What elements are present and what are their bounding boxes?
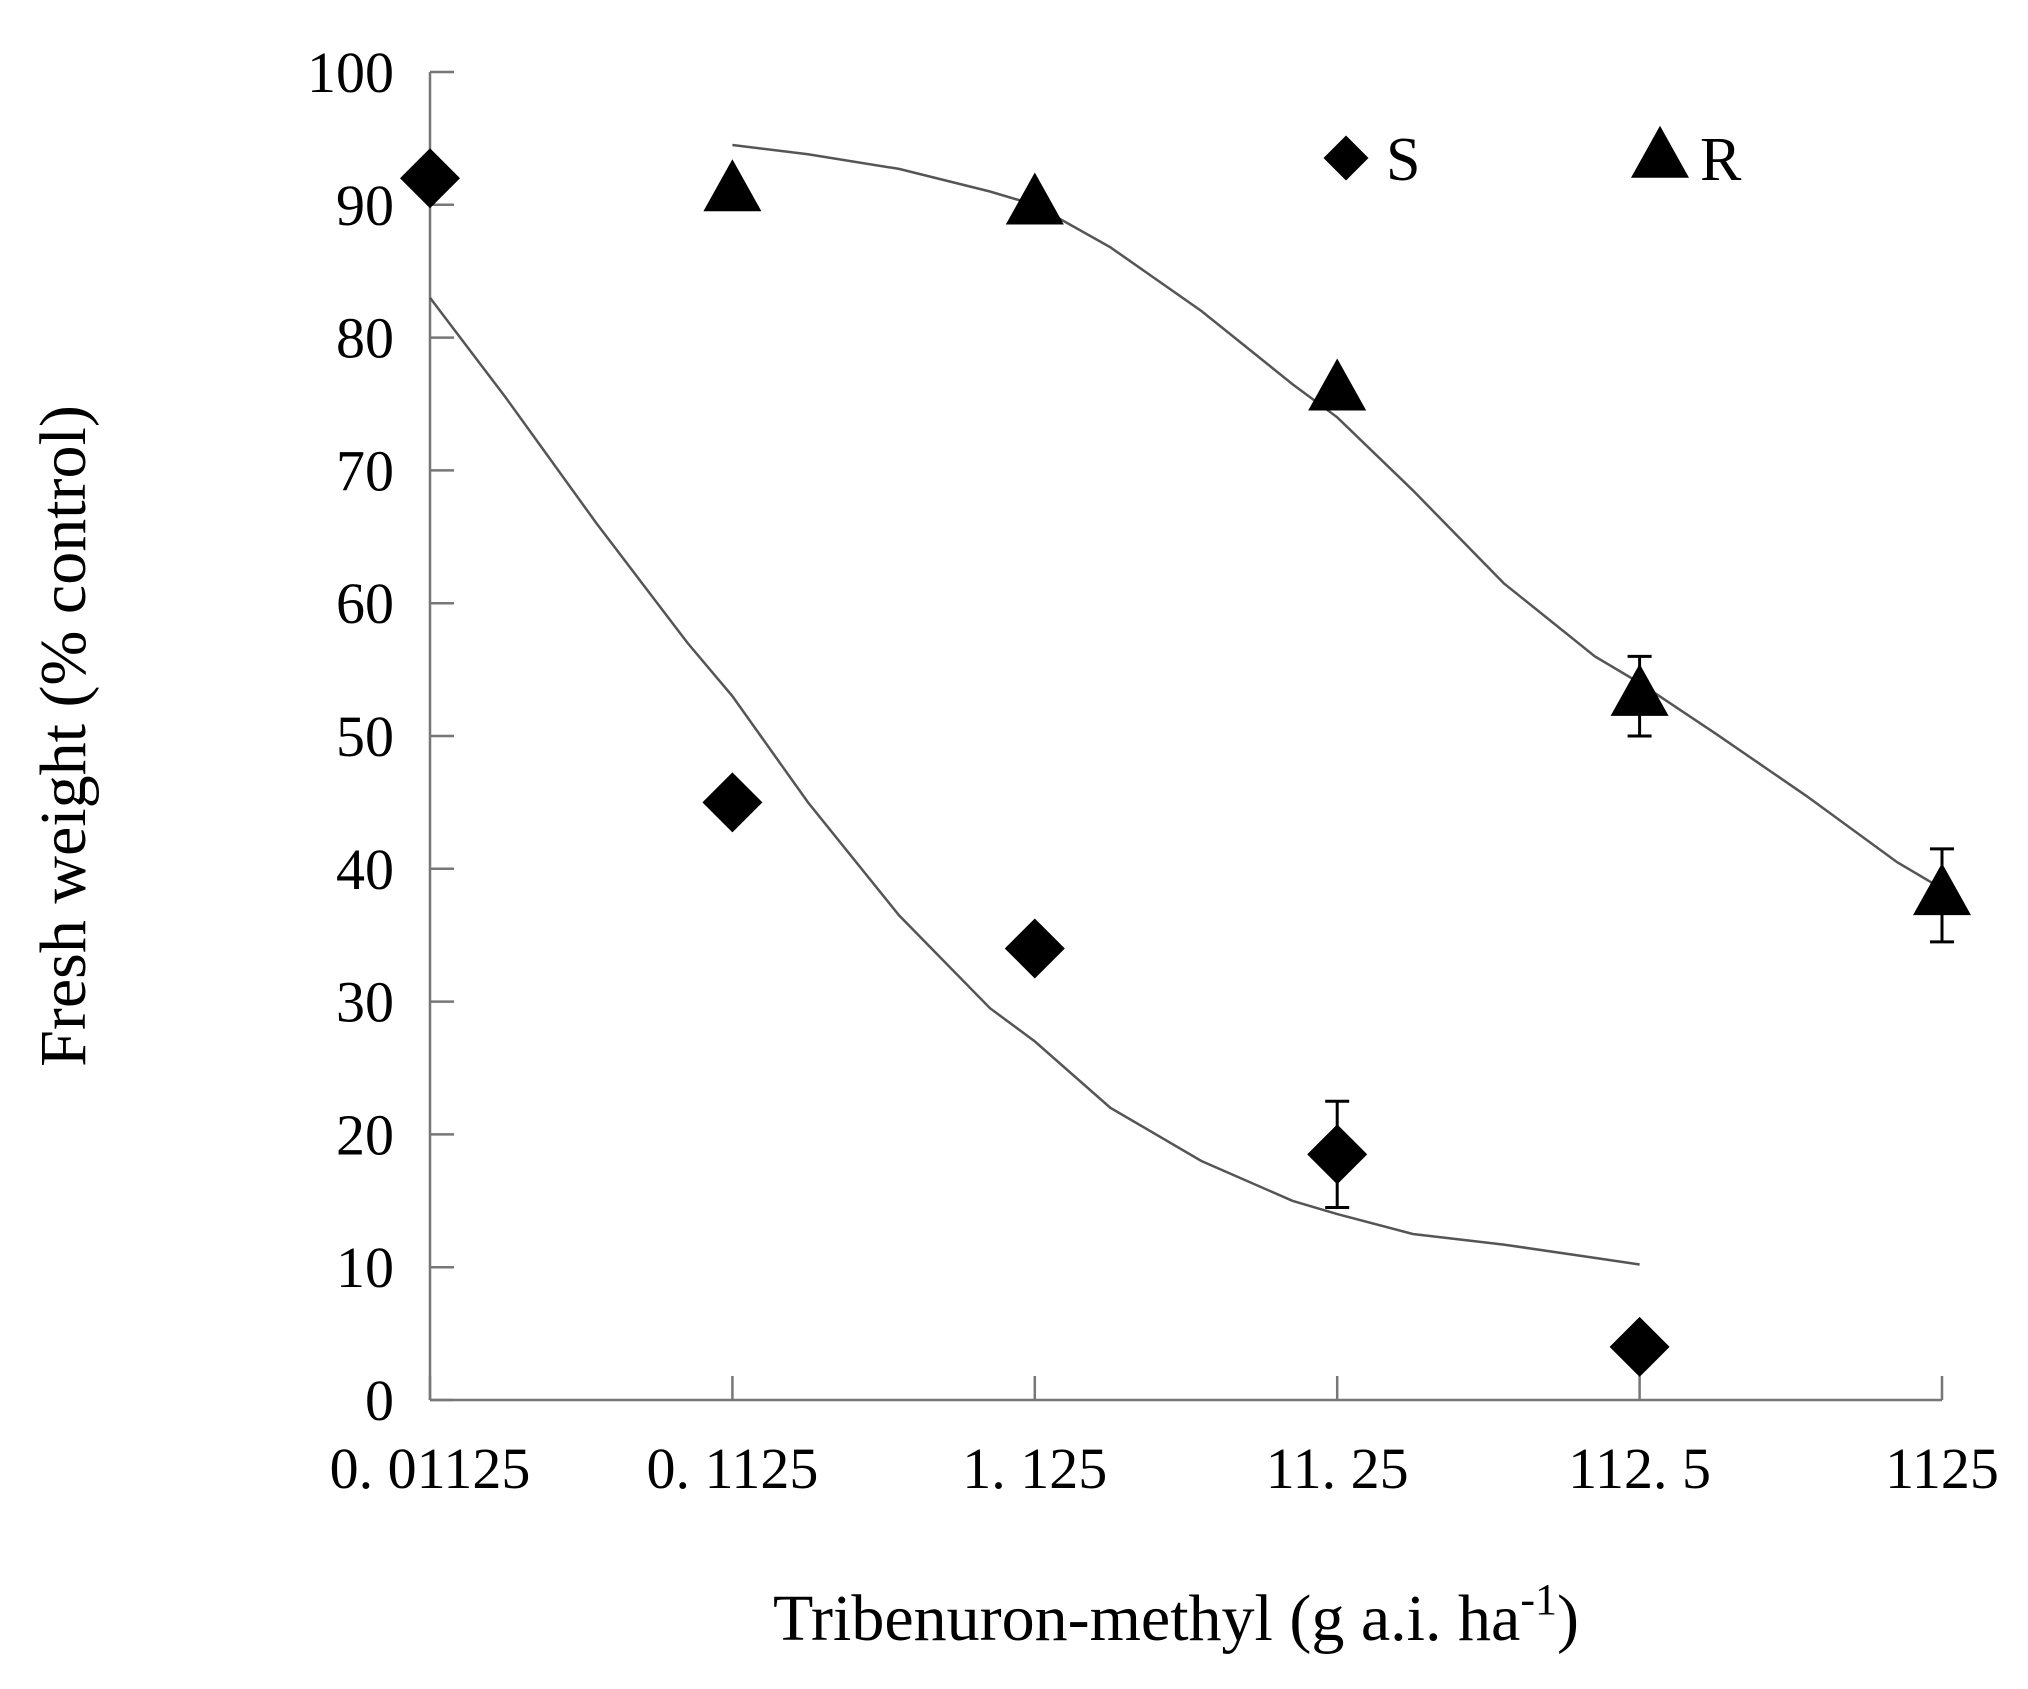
point-R xyxy=(1610,663,1669,716)
x-axis-title-superscript: -1 xyxy=(1520,1575,1557,1624)
y-tick-label: 10 xyxy=(336,1235,394,1300)
data-points xyxy=(400,148,1971,1377)
y-tick-label: 80 xyxy=(336,306,394,371)
point-R xyxy=(1308,358,1367,411)
legend-label-S: S xyxy=(1386,126,1420,194)
legend-marker-S xyxy=(1323,135,1369,181)
point-R xyxy=(1005,172,1064,225)
x-tick-label: 0. 01125 xyxy=(330,1436,531,1501)
y-ticks: 0 10 20 30 40 50 60 70 80 90 100 xyxy=(307,40,454,1433)
fit-curves xyxy=(429,143,1943,1266)
y-tick-label: 20 xyxy=(336,1102,394,1167)
x-tick-label: 1125 xyxy=(1885,1436,1999,1501)
x-axis-title-main: Tribenuron-methyl (g a.i. ha xyxy=(773,1582,1520,1655)
axes xyxy=(428,72,1942,1402)
y-axis-title: Fresh weight (% control) xyxy=(27,405,100,1067)
point-S xyxy=(400,148,460,209)
y-tick-label: 60 xyxy=(336,571,394,636)
fit-curve-S xyxy=(429,297,1640,1266)
x-tick-label: 0. 1125 xyxy=(646,1436,818,1501)
y-tick-label: 50 xyxy=(336,704,394,769)
point-R xyxy=(1913,863,1971,916)
x-tick-label: 1. 125 xyxy=(962,1436,1107,1501)
x-axis-title-suffix: ) xyxy=(1557,1582,1579,1655)
point-S xyxy=(1609,1316,1670,1377)
fit-curve-R xyxy=(732,143,1943,890)
point-S xyxy=(1004,918,1065,979)
legend-marker-R xyxy=(1631,125,1689,178)
x-tick-label: 112. 5 xyxy=(1568,1436,1711,1501)
legend-label-R: R xyxy=(1700,126,1742,194)
x-axis-title: Tribenuron-methyl (g a.i. ha-1) xyxy=(773,1575,1579,1655)
point-S xyxy=(702,772,763,833)
x-tick-label: 11. 25 xyxy=(1266,1436,1409,1501)
y-tick-label: 100 xyxy=(307,40,394,105)
y-tick-label: 70 xyxy=(336,438,394,503)
point-R xyxy=(703,159,762,212)
y-tick-label: 0 xyxy=(365,1368,394,1433)
y-tick-label: 30 xyxy=(336,970,394,1035)
point-S xyxy=(1307,1124,1368,1185)
y-tick-label: 40 xyxy=(336,837,394,902)
y-tick-label: 90 xyxy=(336,173,394,238)
x-ticks: 0. 01125 0. 1125 1. 125 11. 25 112. 5 1125 xyxy=(330,1376,1999,1501)
